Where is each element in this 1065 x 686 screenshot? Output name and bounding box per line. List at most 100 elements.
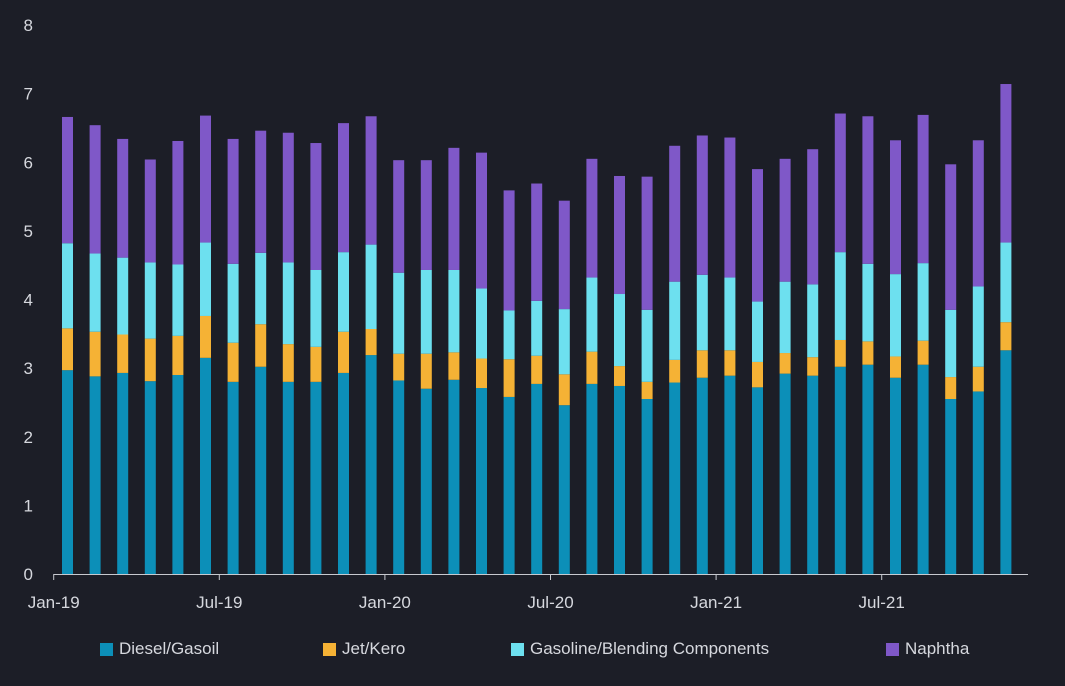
bar-segment-naphtha-jun-19 bbox=[200, 115, 211, 243]
bar-segment-naphtha-jan-19 bbox=[62, 116, 73, 244]
bar-segment-naphtha-apr-19 bbox=[144, 159, 156, 263]
bar-segment-diesel-gasoil-oct-19 bbox=[310, 381, 322, 574]
bar-segment-naphtha-nov-19 bbox=[338, 123, 349, 253]
bar-segment-naphtha-sep-19 bbox=[282, 132, 294, 263]
bar-segment-naphtha-aug-19 bbox=[255, 130, 267, 253]
bar-series-group bbox=[62, 84, 1012, 574]
bar-segment-jet-kero-feb-21 bbox=[752, 361, 763, 388]
bar-segment-jet-kero-jan-21 bbox=[724, 350, 736, 376]
bar-segment-naphtha-aug-21 bbox=[917, 114, 929, 264]
bar-segment-naphtha-mar-20 bbox=[448, 147, 460, 270]
bar-segment-diesel-gasoil-apr-20 bbox=[476, 388, 487, 574]
bar-segment-jet-kero-mar-20 bbox=[448, 352, 460, 380]
bar-segment-diesel-gasoil-jan-20 bbox=[393, 380, 405, 574]
bar-segment-diesel-gasoil-jul-21 bbox=[890, 377, 901, 574]
bar-segment-naphtha-jan-20 bbox=[393, 160, 405, 273]
legend-label: Diesel/Gasoil bbox=[119, 639, 220, 658]
bar-segment-gasoline-blending-components-dec-20 bbox=[696, 274, 708, 351]
bar-segment-diesel-gasoil-jun-21 bbox=[862, 364, 874, 574]
bar-segment-diesel-gasoil-sep-21 bbox=[945, 399, 957, 574]
bar-segment-diesel-gasoil-mar-21 bbox=[779, 373, 791, 574]
bar-segment-jet-kero-jan-20 bbox=[393, 353, 405, 381]
y-tick-label: 2 bbox=[24, 428, 33, 447]
bar-segment-gasoline-blending-components-jan-21 bbox=[724, 277, 736, 351]
x-tick-label: Jan-19 bbox=[28, 593, 80, 612]
x-tick-label: Jan-21 bbox=[690, 593, 742, 612]
legend-label: Naphtha bbox=[905, 639, 970, 658]
bar-segment-naphtha-mar-19 bbox=[117, 138, 129, 258]
y-tick-label: 7 bbox=[24, 85, 33, 104]
bar-segment-jet-kero-jun-20 bbox=[531, 355, 543, 384]
bar-segment-gasoline-blending-components-may-20 bbox=[503, 310, 515, 360]
bar-segment-naphtha-sep-21 bbox=[945, 164, 957, 310]
bar-segment-gasoline-blending-components-mar-21 bbox=[779, 281, 791, 354]
bar-segment-jet-kero-nov-20 bbox=[669, 359, 681, 383]
bar-segment-jet-kero-jul-20 bbox=[558, 374, 570, 406]
bar-segment-diesel-gasoil-oct-20 bbox=[641, 399, 653, 574]
bar-segment-gasoline-blending-components-jul-19 bbox=[227, 263, 239, 343]
bar-segment-diesel-gasoil-mar-19 bbox=[117, 372, 129, 574]
legend-label: Jet/Kero bbox=[342, 639, 406, 658]
bar-segment-jet-kero-feb-19 bbox=[89, 331, 101, 377]
bar-segment-naphtha-oct-21 bbox=[972, 140, 984, 287]
y-tick-label: 4 bbox=[24, 291, 33, 310]
bar-segment-diesel-gasoil-apr-19 bbox=[144, 381, 156, 574]
bar-segment-jet-kero-jul-21 bbox=[890, 356, 901, 378]
y-tick-label: 1 bbox=[24, 496, 33, 515]
x-tick-label: Jul-20 bbox=[527, 593, 573, 612]
bar-segment-naphtha-apr-20 bbox=[476, 152, 487, 289]
bar-segment-gasoline-blending-components-feb-19 bbox=[89, 253, 101, 332]
bar-segment-gasoline-blending-components-dec-19 bbox=[365, 244, 377, 330]
bar-segment-gasoline-blending-components-mar-19 bbox=[117, 257, 129, 335]
bar-segment-diesel-gasoil-nov-20 bbox=[669, 382, 681, 574]
bar-segment-diesel-gasoil-jun-19 bbox=[200, 357, 211, 574]
bar-segment-jet-kero-apr-21 bbox=[807, 357, 819, 376]
x-tick-label: Jul-21 bbox=[859, 593, 905, 612]
bar-segment-jet-kero-jun-19 bbox=[200, 315, 211, 358]
bar-segment-jet-kero-dec-19 bbox=[365, 329, 377, 356]
bar-segment-naphtha-may-20 bbox=[503, 190, 515, 311]
bar-segment-diesel-gasoil-sep-20 bbox=[614, 385, 625, 574]
bar-segment-diesel-gasoil-jul-20 bbox=[558, 405, 570, 574]
bar-segment-gasoline-blending-components-nov-20 bbox=[669, 281, 681, 360]
y-axis-ticks: 0 1 2 3 4 5 6 7 8 bbox=[24, 16, 33, 584]
legend-item: Naphtha bbox=[886, 636, 969, 662]
bar-segment-gasoline-blending-components-oct-20 bbox=[641, 309, 653, 382]
bar-segment-diesel-gasoil-may-21 bbox=[834, 366, 846, 574]
bar-segment-gasoline-blending-components-jun-19 bbox=[200, 242, 211, 316]
bar-segment-naphtha-apr-21 bbox=[807, 149, 819, 285]
bar-segment-naphtha-dec-19 bbox=[365, 116, 377, 245]
bar-segment-naphtha-may-21 bbox=[834, 113, 846, 253]
bar-segment-gasoline-blending-components-aug-20 bbox=[586, 277, 598, 352]
bar-segment-jet-kero-nov-19 bbox=[338, 331, 349, 373]
bar-segment-gasoline-blending-components-oct-21 bbox=[972, 286, 984, 367]
bar-segment-diesel-gasoil-nov-21 bbox=[1000, 350, 1012, 574]
chart-legend: Diesel/Gasoil Jet/Kero Gasoline/Blending C… bbox=[0, 636, 1065, 662]
bar-segment-diesel-gasoil-feb-21 bbox=[752, 387, 763, 574]
bar-segment-diesel-gasoil-jan-21 bbox=[724, 375, 736, 574]
bar-segment-jet-kero-may-21 bbox=[834, 339, 846, 367]
y-tick-label: 0 bbox=[24, 565, 33, 584]
bar-segment-naphtha-mar-21 bbox=[779, 158, 791, 282]
bar-segment-diesel-gasoil-aug-19 bbox=[255, 366, 267, 574]
bar-segment-diesel-gasoil-mar-20 bbox=[448, 379, 460, 574]
bar-segment-diesel-gasoil-may-19 bbox=[172, 374, 184, 574]
bar-segment-jet-kero-apr-19 bbox=[144, 338, 156, 382]
bar-segment-naphtha-dec-20 bbox=[696, 135, 708, 275]
x-tick-label: Jul-19 bbox=[196, 593, 242, 612]
bar-segment-naphtha-feb-21 bbox=[752, 169, 763, 302]
bar-segment-jet-kero-aug-21 bbox=[917, 340, 929, 365]
bar-segment-naphtha-nov-21 bbox=[1000, 84, 1012, 243]
bar-segment-naphtha-oct-19 bbox=[310, 143, 322, 270]
bar-segment-naphtha-may-19 bbox=[172, 140, 184, 265]
bar-segment-jet-kero-sep-19 bbox=[282, 344, 294, 382]
bar-segment-gasoline-blending-components-may-19 bbox=[172, 264, 184, 336]
bar-segment-gasoline-blending-components-jan-19 bbox=[62, 243, 73, 329]
bar-segment-gasoline-blending-components-apr-20 bbox=[476, 288, 487, 359]
bar-segment-jet-kero-dec-20 bbox=[696, 350, 708, 378]
bar-segment-jet-kero-aug-20 bbox=[586, 351, 598, 384]
bar-segment-gasoline-blending-components-aug-19 bbox=[255, 252, 267, 325]
bar-segment-gasoline-blending-components-may-21 bbox=[834, 252, 846, 340]
bar-segment-naphtha-jul-21 bbox=[890, 140, 901, 275]
